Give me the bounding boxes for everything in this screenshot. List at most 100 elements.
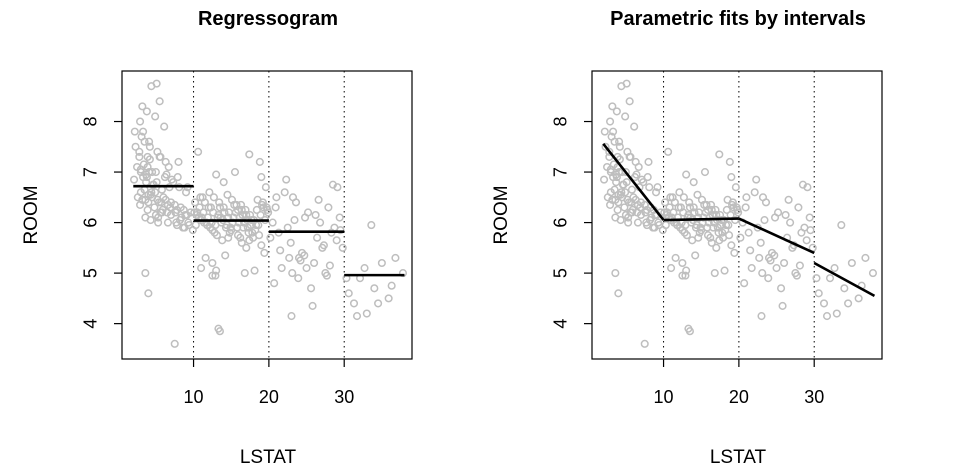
data-point <box>736 233 745 242</box>
data-point <box>142 107 151 116</box>
data-point <box>198 193 207 202</box>
data-point <box>387 281 396 290</box>
data-point <box>148 168 157 177</box>
fit-segment <box>738 217 815 255</box>
data-point <box>712 243 721 252</box>
data-point <box>715 236 724 245</box>
data-point <box>720 266 729 275</box>
data-point <box>727 241 736 250</box>
data-point <box>237 238 246 247</box>
data-point <box>837 221 846 230</box>
data-point <box>245 150 254 159</box>
x-tick-label: 30 <box>804 387 824 407</box>
y-tick-label: 5 <box>551 268 571 278</box>
data-point <box>700 168 710 177</box>
data-point <box>757 312 766 321</box>
data-point <box>282 175 291 184</box>
data-point <box>328 180 337 189</box>
data-point <box>699 213 708 222</box>
data-point <box>146 216 155 225</box>
data-point <box>135 152 144 161</box>
data-point <box>215 198 224 207</box>
data-point <box>614 198 623 207</box>
data-point <box>130 175 139 184</box>
x-axis-label: LSTAT <box>710 447 767 468</box>
data-point <box>257 241 266 250</box>
data-point <box>752 175 761 184</box>
data-point <box>308 301 317 310</box>
data-point <box>601 142 610 151</box>
data-point <box>257 173 266 182</box>
data-point <box>747 264 756 273</box>
data-point <box>625 97 634 106</box>
data-point <box>686 213 695 222</box>
data-point <box>276 246 285 255</box>
data-point <box>173 173 182 182</box>
data-point <box>360 264 369 273</box>
data-point <box>685 198 694 207</box>
data-point <box>627 185 636 194</box>
data-point <box>300 251 309 260</box>
data-point <box>237 205 246 214</box>
data-point <box>825 274 835 283</box>
data-point <box>250 266 259 275</box>
data-point <box>190 208 199 217</box>
data-point <box>197 264 206 273</box>
data-point <box>723 195 732 204</box>
data-point <box>608 102 617 111</box>
data-point <box>349 299 359 308</box>
data-point <box>144 198 153 207</box>
data-point <box>792 271 801 280</box>
data-point <box>310 258 319 268</box>
data-point <box>145 155 154 164</box>
data-point <box>391 253 400 262</box>
data-point <box>145 137 154 146</box>
data-point <box>678 226 687 235</box>
panel-parametric-fits: Parametric fits by intervals LSTAT ROOM … <box>491 8 883 468</box>
data-point <box>786 218 795 227</box>
data-point <box>689 178 698 187</box>
data-point <box>141 269 150 278</box>
data-point <box>336 226 345 235</box>
data-point <box>847 258 856 268</box>
data-point <box>600 127 609 136</box>
data-point <box>296 256 305 265</box>
data-point <box>614 289 623 298</box>
data-point <box>283 223 292 232</box>
data-point <box>671 253 680 262</box>
data-point <box>840 284 849 293</box>
data-point <box>233 231 243 240</box>
plot-frame <box>591 70 883 360</box>
data-point <box>778 301 787 310</box>
data-point <box>163 218 172 227</box>
data-point <box>675 188 684 197</box>
data-point <box>758 269 767 278</box>
data-point <box>606 117 615 126</box>
data-point <box>314 195 323 204</box>
y-tick-label: 5 <box>81 268 101 278</box>
data-point <box>151 188 160 197</box>
fit-segment <box>813 261 876 297</box>
data-point <box>245 236 254 245</box>
data-point <box>630 173 639 182</box>
data-point <box>288 269 297 278</box>
x-tick-label: 20 <box>729 387 749 407</box>
data-point <box>661 221 670 230</box>
data-point <box>621 168 630 177</box>
data-point <box>344 289 353 298</box>
data-point <box>258 200 267 209</box>
data-point <box>182 210 191 220</box>
x-tick-label: 10 <box>184 387 204 407</box>
data-point <box>619 180 628 189</box>
data-point <box>716 221 725 230</box>
data-point <box>252 205 261 214</box>
data-point <box>777 284 786 293</box>
data-point <box>174 157 183 166</box>
data-point <box>633 208 642 217</box>
data-point <box>648 223 658 232</box>
data-point <box>212 170 221 179</box>
data-point <box>694 233 703 242</box>
data-point <box>755 253 764 262</box>
data-point <box>854 294 863 303</box>
data-point <box>131 142 140 151</box>
